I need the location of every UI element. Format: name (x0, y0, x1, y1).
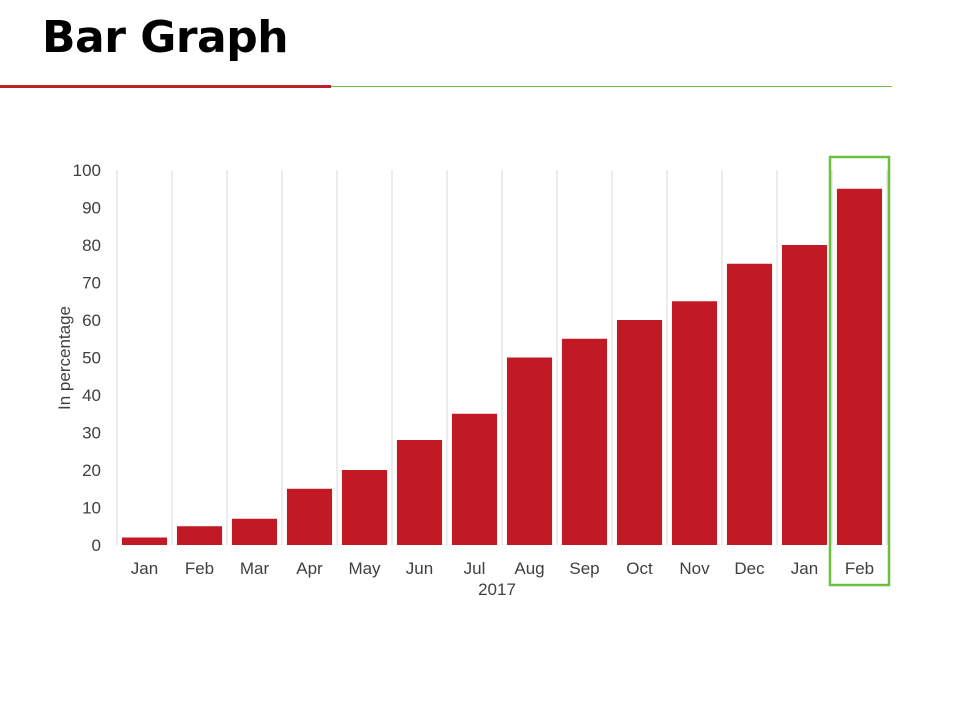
y-axis: 0 10 20 30 40 50 60 70 80 90 100 (73, 161, 101, 555)
title-underline-green (331, 86, 892, 87)
y-tick-label: 50 (82, 349, 101, 368)
slide-title: Bar Graph (42, 12, 289, 63)
y-tick-label: 40 (82, 386, 101, 405)
title-underline-red (0, 85, 331, 88)
bars (121, 188, 883, 545)
bar (561, 338, 608, 545)
x-tick-label: Nov (679, 559, 710, 578)
x-tick-label: Oct (626, 559, 653, 578)
x-tick-label: Sep (569, 559, 599, 578)
x-tick-label: Mar (240, 559, 270, 578)
x-tick-label: May (348, 559, 381, 578)
highlight-box (828, 155, 891, 587)
y-tick-label: 10 (82, 499, 101, 518)
grid-lines (116, 170, 888, 545)
y-tick-label: 20 (82, 461, 101, 480)
bar (506, 357, 553, 545)
x-tick-label: Dec (734, 559, 765, 578)
x-tick-label: Jan (131, 559, 158, 578)
y-tick-label: 60 (82, 311, 101, 330)
y-tick-label: 80 (82, 236, 101, 255)
x-tick-label: Apr (296, 559, 323, 578)
x-tick-label: Feb (845, 559, 874, 578)
x-axis: Jan Feb Mar Apr May Jun Jul Aug Sep Oct Nov Dec Jan F… (131, 559, 874, 578)
bar (286, 488, 333, 545)
bar (836, 188, 883, 545)
bar (121, 537, 168, 545)
bar (396, 440, 443, 545)
x-tick-label: Aug (514, 559, 544, 578)
y-axis-title: In percentage (55, 306, 74, 410)
x-tick-label: Jul (464, 559, 486, 578)
bar (781, 245, 828, 545)
y-tick-label: 90 (82, 199, 101, 218)
x-axis-title: 2017 (478, 580, 516, 599)
bar (726, 263, 773, 545)
x-tick-label: Feb (185, 559, 214, 578)
x-tick-label: Jun (406, 559, 433, 578)
bar (671, 301, 718, 545)
y-tick-label: 100 (73, 161, 101, 180)
x-tick-label: Jan (791, 559, 818, 578)
bar (176, 526, 223, 545)
bar (616, 320, 663, 545)
bar (231, 518, 278, 545)
y-tick-label: 70 (82, 274, 101, 293)
y-tick-label: 30 (82, 424, 101, 443)
bar (341, 470, 388, 545)
bar (451, 413, 498, 545)
y-tick-label: 0 (92, 536, 101, 555)
